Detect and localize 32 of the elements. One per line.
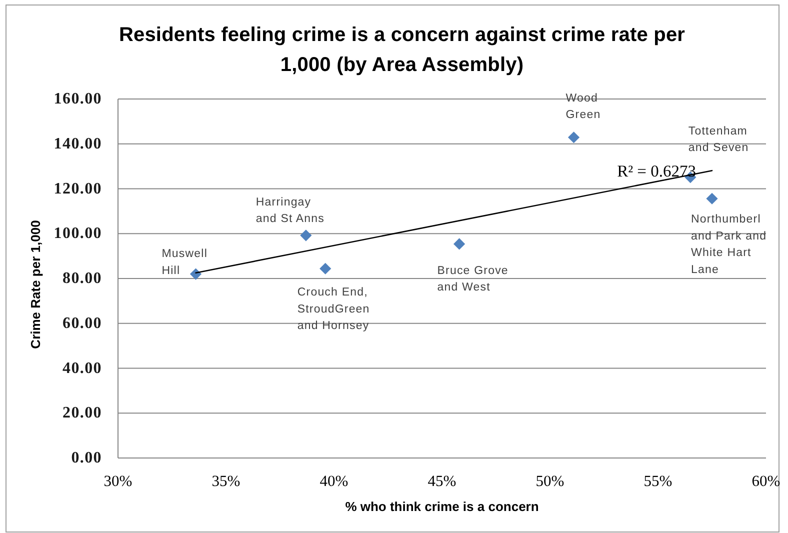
y-tick-label: 120.00 bbox=[54, 180, 102, 198]
point bbox=[568, 132, 580, 144]
y-tick-label: 0.00 bbox=[71, 450, 102, 466]
x-tick-label: 55% bbox=[644, 473, 672, 490]
point bbox=[300, 230, 312, 242]
point bbox=[706, 192, 718, 204]
annotation: Tottenham and Seven bbox=[688, 125, 749, 154]
x-tick-label: 35% bbox=[212, 473, 240, 490]
y-tick-label: 100.00 bbox=[54, 225, 102, 242]
annotation: Crouch End, StroudGreen and Hornsey bbox=[297, 286, 370, 332]
y-tick-label: 140.00 bbox=[54, 135, 102, 152]
y-axis-title: Crime Rate per 1,000 bbox=[28, 220, 43, 349]
y-tick-label: 160.00 bbox=[54, 90, 102, 108]
y-tick-label: 40.00 bbox=[62, 360, 102, 377]
annotation: Harringay and St Anns bbox=[256, 196, 325, 226]
x-tick-label: 60% bbox=[752, 473, 780, 490]
point bbox=[190, 268, 202, 280]
x-tick-label: 40% bbox=[320, 473, 348, 490]
x-tick-label: 30% bbox=[104, 473, 132, 490]
annotation: R² = 0.6273 bbox=[617, 162, 696, 181]
point bbox=[320, 262, 332, 274]
y-tick-label: 80.00 bbox=[62, 270, 102, 287]
x-tick-label: 45% bbox=[428, 473, 456, 490]
annotation: Northumberl and Park and White Hart Lane bbox=[691, 214, 767, 276]
annotation: Bruce Grove and West bbox=[437, 264, 508, 294]
chart-title: Residents feeling crime is a concern against crime rate per 1,000 (by Area Assembly) bbox=[118, 24, 686, 76]
point bbox=[453, 238, 466, 250]
x-axis-title: % who think crime is a concern bbox=[345, 499, 539, 514]
y-tick-label: 60.00 bbox=[62, 314, 102, 332]
annotation: Muswell Hill bbox=[162, 248, 208, 277]
y-tick-label: 20.00 bbox=[62, 404, 102, 422]
x-tick-label: 50% bbox=[536, 473, 564, 490]
